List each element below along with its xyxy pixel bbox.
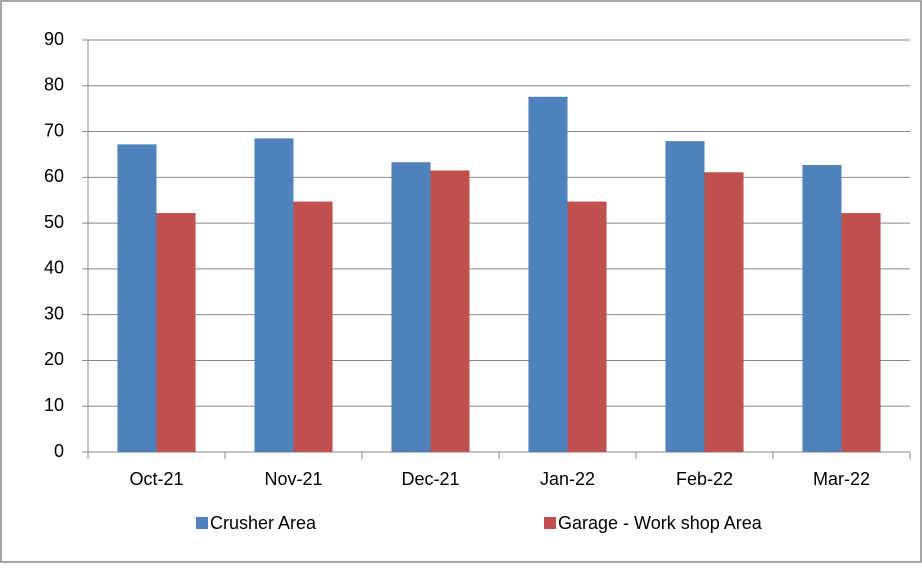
y-tick-label: 50	[44, 212, 64, 232]
bar	[665, 141, 705, 452]
y-tick-label: 90	[44, 29, 64, 49]
x-tick-label: Jan-22	[540, 469, 595, 489]
y-tick-label: 40	[44, 258, 64, 278]
y-tick-label: 80	[44, 75, 64, 95]
y-tick-label: 20	[44, 349, 64, 369]
bar	[293, 201, 333, 452]
legend-swatch	[196, 517, 208, 529]
y-tick-label: 70	[44, 120, 64, 140]
x-tick-label: Mar-22	[813, 469, 870, 489]
bar	[841, 213, 881, 452]
bar	[430, 170, 470, 452]
y-tick-label: 30	[44, 303, 64, 323]
y-tick-label: 60	[44, 166, 64, 186]
bar	[156, 213, 196, 452]
bar	[254, 138, 294, 452]
y-tick-label: 10	[44, 395, 64, 415]
x-tick-label: Oct-21	[129, 469, 183, 489]
legend-label: Garage - Work shop Area	[558, 513, 763, 533]
x-tick-label: Dec-21	[401, 469, 459, 489]
y-tick-label: 0	[54, 441, 64, 461]
bar	[391, 162, 431, 452]
bar	[117, 144, 157, 452]
x-tick-label: Nov-21	[264, 469, 322, 489]
bar	[528, 96, 568, 453]
x-tick-label: Feb-22	[676, 469, 733, 489]
legend-label: Crusher Area	[210, 513, 317, 533]
bar	[802, 164, 842, 452]
bar	[704, 172, 744, 452]
bar	[567, 201, 607, 452]
legend-swatch	[544, 517, 556, 529]
